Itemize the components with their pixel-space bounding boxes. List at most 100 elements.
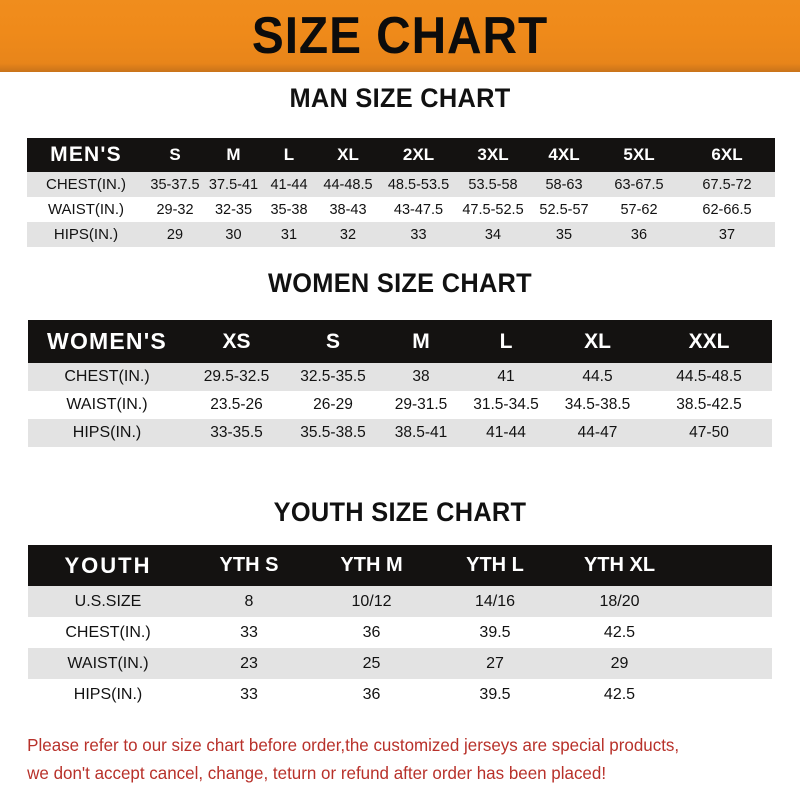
row-label: WAIST(IN.) [66,396,148,413]
table-cell: 47.5-52.5 [462,201,524,218]
section-title-man: MAN SIZE CHART [289,83,511,113]
table-cell: 33-35.5 [210,424,263,441]
column-header: XL [337,145,359,164]
column-header: YTH S [219,554,279,576]
table-cell: 25 [362,654,381,672]
row-label: WAIST(IN.) [67,654,149,672]
table-row: HIPS(IN.) 33 36 39.5 42.5 [28,679,772,710]
table-header-row: YOUTH YTH S YTH M YTH L YTH XL [28,545,772,586]
table-cell: 29 [610,654,629,672]
column-header: 6XL [711,145,743,164]
table-cell: 67.5-72 [702,176,752,193]
table-cell: 52.5-57 [539,201,589,218]
table-cell: 48.5-53.5 [387,176,450,193]
table-cell: 38.5-42.5 [676,396,742,413]
table-cell: 34 [484,226,502,243]
table-cell: 31.5-34.5 [473,396,539,413]
footer-line-2: we don't accept cancel, change, teturn o… [27,763,607,783]
table-cell: 35.5-38.5 [300,424,366,441]
table-cell: 44.5-48.5 [676,368,742,385]
youth-corner-label: YOUTH [64,552,152,578]
women-size-table: WOMEN'S XS S M L XL XXL CHEST(IN.) 29.5-… [28,320,772,447]
footer-disclaimer: Please refer to our size chart before or… [0,731,776,787]
men-size-table: MEN'S S M L XL 2XL 3XL 4XL 5XL 6XL CHEST… [27,138,775,247]
column-header: L [283,145,295,164]
table-cell: 27 [486,654,504,672]
table-cell: 39.5 [479,685,511,703]
table-row: CHEST(IN.) 33 36 39.5 42.5 [28,617,772,648]
table-cell: 29.5-32.5 [203,368,270,385]
row-filler [682,679,772,710]
men-corner-label: MEN'S [50,143,122,166]
table-cell: 42.5 [603,685,636,703]
column-header: XL [584,329,611,353]
row-filler [682,648,772,679]
table-cell: 23.5-26 [210,396,263,413]
table-row: WAIST(IN.) 23 25 27 29 [28,648,772,679]
column-header: YTH M [340,554,403,576]
women-table-header: WOMEN'S XS S M L XL XXL [28,320,772,363]
table-cell: 33 [240,685,258,703]
column-header: XS [222,329,251,353]
table-cell: 8 [244,592,254,610]
table-row: U.S.SIZE 8 10/12 14/16 18/20 [28,586,772,617]
column-header: 4XL [548,145,580,164]
table-cell: 42.5 [603,623,636,641]
table-cell: 58-63 [545,176,583,193]
table-cell: 35-37.5 [150,176,200,193]
men-table-header: MEN'S S M L XL 2XL 3XL 4XL 5XL 6XL [27,138,775,172]
row-filler [682,586,772,617]
table-cell: 47-50 [689,424,729,441]
youth-table-body: U.S.SIZE 8 10/12 14/16 18/20 CHEST(IN.) … [28,586,772,710]
row-label: HIPS(IN.) [53,226,119,243]
table-row: WAIST(IN.) 29-32 32-35 35-38 38-43 43-47… [27,197,775,222]
table-cell: 31 [280,226,298,243]
table-cell: 30 [225,226,242,243]
column-header: S [169,145,181,164]
row-label: U.S.SIZE [74,592,142,610]
section-title-women: WOMEN SIZE CHART [268,268,532,298]
table-cell: 37 [718,226,736,243]
table-cell: 43-47.5 [393,201,444,218]
table-cell: 35-38 [270,201,308,218]
table-cell: 29-32 [156,201,194,218]
column-header: M [412,329,430,353]
column-header: YTH L [466,554,524,576]
table-row: CHEST(IN.) 35-37.5 37.5-41 41-44 44-48.5… [27,172,775,197]
table-cell: 53.5-58 [468,176,518,193]
column-header: 2XL [402,145,435,164]
table-cell: 63-67.5 [614,176,664,193]
column-header: S [325,329,340,353]
table-cell: 38 [412,368,430,385]
table-cell: 32-35 [214,201,253,218]
row-filler [682,617,772,648]
column-header: L [499,329,513,353]
table-cell: 34.5-38.5 [564,396,631,413]
table-cell: 39.5 [479,623,511,641]
column-header: XXL [688,329,730,353]
page-banner: SIZE CHART [0,0,800,72]
table-cell: 44.5 [582,368,613,385]
page-title: SIZE CHART [251,7,549,65]
table-row: HIPS(IN.) 33-35.5 35.5-38.5 38.5-41 41-4… [28,419,772,447]
table-cell: 23 [240,654,258,672]
table-cell: 32 [339,226,357,243]
section-title-youth: YOUTH SIZE CHART [273,497,527,527]
table-cell: 57-62 [620,201,658,218]
table-row: WAIST(IN.) 23.5-26 26-29 29-31.5 31.5-34… [28,391,772,419]
table-row: CHEST(IN.) 29.5-32.5 32.5-35.5 38 41 44.… [28,363,772,391]
table-cell: 44-47 [577,424,618,441]
table-row: HIPS(IN.) 29 30 31 32 33 34 35 36 37 [27,222,775,247]
youth-table-header: YOUTH YTH S YTH M YTH L YTH XL [28,545,772,586]
youth-size-table: YOUTH YTH S YTH M YTH L YTH XL U.S.SIZE … [28,545,772,710]
footer-line-1: Please refer to our size chart before or… [27,735,680,755]
table-cell: 29 [166,226,184,243]
table-cell: 18/20 [599,592,640,610]
table-cell: 38.5-41 [394,424,448,441]
column-header: YTH XL [583,554,656,576]
column-header: 3XL [477,145,509,164]
table-cell: 32.5-35.5 [300,368,366,385]
table-cell: 10/12 [351,592,392,610]
table-cell: 36 [630,226,648,243]
table-header-row: WOMEN'S XS S M L XL XXL [28,320,772,363]
